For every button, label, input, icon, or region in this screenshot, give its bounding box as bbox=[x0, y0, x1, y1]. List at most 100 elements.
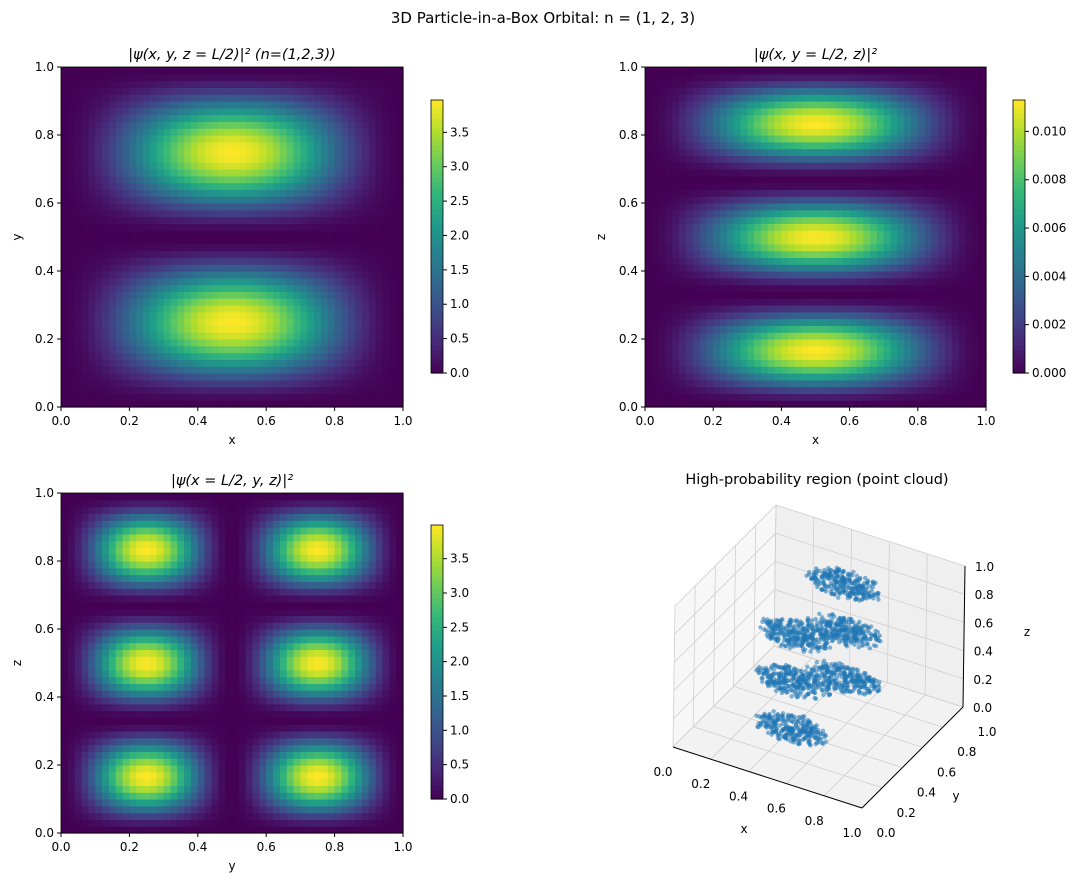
heatmap-cell bbox=[307, 209, 315, 218]
heatmap-cell bbox=[232, 175, 240, 184]
heatmap-cell bbox=[733, 291, 742, 299]
heatmap-cell bbox=[102, 80, 110, 88]
heatmap-cell bbox=[801, 107, 810, 116]
heatmap-cell bbox=[95, 73, 103, 82]
heatmap-cell bbox=[726, 386, 735, 394]
heatmap-cell bbox=[679, 257, 687, 265]
heatmap-cell bbox=[679, 169, 687, 177]
heatmap-cell bbox=[61, 366, 69, 374]
heatmap-cell bbox=[904, 305, 912, 313]
heatmap-cell bbox=[197, 135, 206, 143]
axes-frame bbox=[60, 66, 404, 408]
heatmap-cell bbox=[163, 114, 172, 122]
heatmap-cell bbox=[720, 230, 728, 238]
heatmap-cell bbox=[143, 223, 151, 231]
heatmap-cell bbox=[108, 175, 117, 184]
heatmap-cell bbox=[218, 264, 226, 272]
heatmap-cell bbox=[651, 67, 660, 75]
heatmap-cell bbox=[924, 114, 933, 122]
heatmap-cell bbox=[197, 339, 206, 347]
heatmap-cell bbox=[815, 182, 823, 190]
heatmap-cell bbox=[115, 359, 124, 367]
heatmap-cell bbox=[883, 352, 892, 360]
heatmap-cell bbox=[849, 209, 858, 218]
heatmap-cell bbox=[177, 169, 185, 177]
heatmap-cell bbox=[190, 243, 199, 252]
heatmap-cell bbox=[293, 128, 301, 136]
heatmap-cell bbox=[965, 264, 973, 272]
heatmap-cell bbox=[307, 87, 315, 95]
heatmap-cell bbox=[382, 203, 390, 211]
heatmap-cell bbox=[760, 223, 769, 231]
heatmap-cell bbox=[876, 189, 885, 197]
heatmap-cell bbox=[876, 298, 885, 306]
heatmap-cell bbox=[842, 264, 851, 272]
heatmap-cell bbox=[273, 148, 281, 156]
heatmap-cell bbox=[890, 141, 898, 150]
heatmap-cell bbox=[88, 67, 96, 75]
heatmap-cell bbox=[225, 87, 233, 95]
heatmap-cell bbox=[211, 284, 219, 292]
heatmap-cell bbox=[835, 94, 844, 102]
heatmap-cell bbox=[958, 284, 967, 292]
heatmap-cell bbox=[266, 277, 274, 286]
heatmap-cell bbox=[645, 87, 653, 95]
heatmap-cell bbox=[361, 87, 370, 95]
heatmap-cell bbox=[876, 135, 885, 143]
heatmap-cell bbox=[143, 196, 151, 204]
heatmap-cell bbox=[945, 80, 953, 88]
heatmap-cell bbox=[890, 325, 898, 333]
heatmap-cell bbox=[965, 169, 973, 177]
heatmap-cell bbox=[876, 250, 885, 258]
heatmap-cell bbox=[170, 393, 178, 401]
heatmap-cell bbox=[795, 352, 803, 360]
heatmap-cell bbox=[917, 379, 926, 388]
heatmap-cell bbox=[726, 80, 735, 88]
heatmap-cell bbox=[760, 230, 769, 238]
heatmap-cell bbox=[225, 196, 233, 204]
heatmap-cell bbox=[238, 175, 247, 184]
heatmap-cell bbox=[341, 155, 349, 163]
heatmap-cell bbox=[355, 182, 363, 190]
heatmap-cell bbox=[245, 291, 254, 299]
heatmap-cell bbox=[658, 135, 667, 143]
heatmap-cell bbox=[685, 175, 694, 184]
heatmap-cell bbox=[61, 257, 69, 265]
heatmap-cell bbox=[67, 264, 76, 272]
heatmap-cell bbox=[938, 114, 946, 122]
heatmap-cell bbox=[760, 298, 769, 306]
heatmap-cell bbox=[361, 393, 370, 401]
heatmap-cell bbox=[177, 148, 185, 156]
heatmap-cell bbox=[355, 107, 363, 116]
heatmap-cell bbox=[651, 352, 660, 360]
heatmap-cell bbox=[314, 121, 322, 129]
heatmap-cell bbox=[726, 311, 735, 320]
heatmap-cell bbox=[293, 311, 301, 320]
heatmap-cell bbox=[156, 94, 165, 102]
heatmap-cell bbox=[88, 87, 96, 95]
heatmap-cell bbox=[136, 114, 144, 122]
heatmap-cell bbox=[61, 277, 69, 286]
heatmap-cell bbox=[726, 318, 735, 326]
heatmap-cell bbox=[238, 271, 247, 279]
heatmap-cell bbox=[129, 332, 137, 340]
heatmap-cell bbox=[81, 386, 89, 394]
heatmap-cell bbox=[225, 291, 233, 299]
heatmap-cell bbox=[767, 400, 776, 408]
heatmap-cell bbox=[835, 107, 844, 116]
heatmap-cell bbox=[938, 162, 946, 170]
heatmap-cell bbox=[300, 373, 308, 381]
heatmap-cell bbox=[327, 121, 336, 129]
figure-title: 3D Particle-in-a-Box Orbital: n = (1, 2,… bbox=[391, 9, 695, 27]
heatmap-cell bbox=[184, 128, 192, 136]
heatmap-cell bbox=[149, 311, 158, 320]
heatmap-cell bbox=[238, 216, 247, 224]
heatmap-cell bbox=[726, 332, 735, 340]
heatmap-cell bbox=[672, 386, 680, 394]
heatmap-cell bbox=[945, 155, 953, 163]
heatmap-cell bbox=[389, 284, 397, 292]
heatmap-cell bbox=[754, 169, 762, 177]
heatmap-cell bbox=[958, 386, 967, 394]
heatmap-cell bbox=[293, 121, 301, 129]
heatmap-cell bbox=[774, 148, 782, 156]
